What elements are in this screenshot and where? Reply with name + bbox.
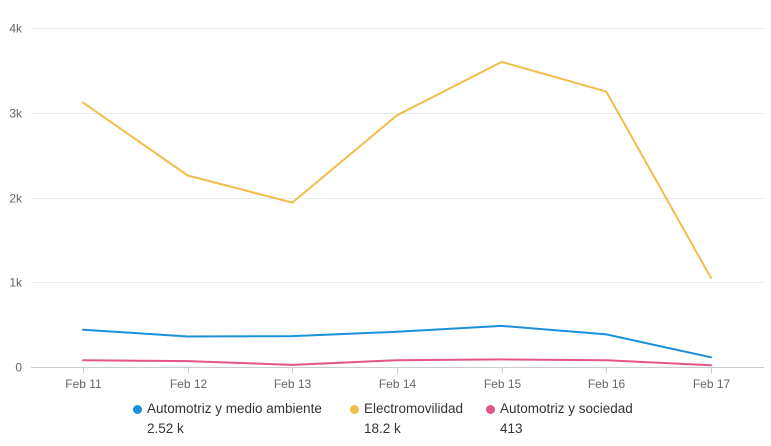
x-tick-label: Feb 15: [484, 377, 522, 391]
x-tick-label: Feb 12: [170, 377, 208, 391]
y-tick-label: 2k: [9, 192, 23, 206]
series-line-1: [82, 60, 712, 279]
series-lines: [82, 60, 712, 367]
legend: Automotriz y medio ambiente 2.52 k Elect…: [0, 401, 771, 441]
x-tick-label: Feb 14: [379, 377, 417, 391]
y-tick-label: 4k: [9, 22, 23, 36]
legend-series-name: Automotriz y sociedad: [500, 401, 633, 416]
legend-series-total: 2.52 k: [147, 421, 184, 436]
x-tick-label: Feb 13: [274, 377, 312, 391]
legend-marker-icon: [486, 405, 495, 414]
axes: [31, 367, 764, 374]
legend-series-name: Electromovilidad: [364, 401, 464, 416]
legend-marker-icon: [350, 405, 359, 414]
legend-series-total: 413: [500, 421, 523, 436]
y-tick-label: 3k: [9, 107, 23, 121]
series-line-0: [82, 324, 712, 359]
x-tick-label: Feb 16: [588, 377, 626, 391]
legend-series-total: 18.2 k: [364, 421, 401, 436]
y-axis-tick-labels: 0 1k 2k 3k 4k: [9, 22, 23, 375]
legend-series-name: Automotriz y medio ambiente: [147, 401, 322, 416]
x-tick-label: Feb 17: [693, 377, 731, 391]
x-axis-tick-labels: Feb 11 Feb 12 Feb 13 Feb 14 Feb 15 Feb 16 Feb …: [65, 377, 730, 391]
y-tick-label: 1k: [9, 276, 23, 290]
y-tick-label: 0: [15, 361, 22, 375]
x-tick-label: Feb 11: [65, 377, 102, 391]
legend-marker-icon: [133, 405, 142, 414]
series-line-2: [82, 358, 712, 367]
gridlines: [31, 28, 764, 283]
